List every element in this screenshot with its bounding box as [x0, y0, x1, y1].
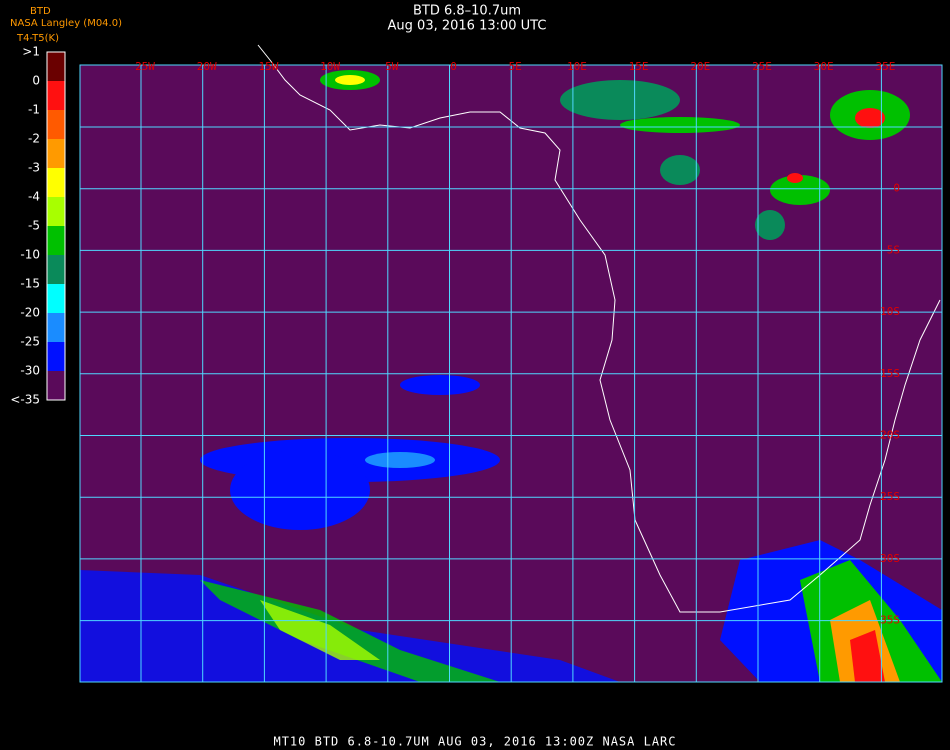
longitude-label: 20W [197, 60, 217, 73]
legend-swatch [47, 168, 65, 197]
title: BTD 6.8–10.7um [413, 4, 521, 19]
legend-label: -30 [20, 364, 40, 378]
longitude-label: 10W [320, 60, 340, 73]
latitude-label: 35S [880, 614, 900, 627]
legend-swatch [47, 197, 65, 226]
legend-label: >1 [22, 45, 40, 59]
legend-swatch [47, 284, 65, 313]
longitude-label: 35E [875, 60, 895, 73]
legend-label: 0 [32, 74, 40, 88]
color-legend: >1 0 -1 -2 -3 -4 -5 -10 -15 -20 -25 -30 <-35 [10, 45, 66, 407]
longitude-label: 15W [258, 60, 278, 73]
legend-label: -10 [20, 248, 40, 262]
legend-label: -1 [28, 103, 40, 117]
latitude-label: 0 [893, 182, 900, 195]
legend-label: -20 [20, 306, 40, 320]
legend-swatch [47, 226, 65, 255]
legend-swatch [47, 371, 65, 400]
subtitle: Aug 03, 2016 13:00 UTC [388, 19, 547, 34]
longitude-label: 25W [135, 60, 155, 73]
latitude-label: 15S [880, 367, 900, 380]
footer: MT10 BTD 6.8-10.7UM AUG 03, 2016 13:00Z … [273, 735, 676, 749]
longitude-label: 10E [567, 60, 587, 73]
legend-label: -5 [28, 219, 40, 233]
lat-lon-grid: 25W 20W 15W 10W 5W 0 5E 10E 15E 20E 25E 30E 35E 0 5S 10… [79, 60, 943, 683]
latitude-label: 10S [880, 305, 900, 318]
legend-swatch [47, 139, 65, 168]
latitude-label: 20S [880, 429, 900, 442]
longitude-label: 5E [509, 60, 522, 73]
legend-frame [46, 51, 66, 401]
legend-label: -3 [28, 161, 40, 175]
latitude-label: 5S [887, 243, 900, 256]
legend-label: -15 [20, 277, 40, 291]
legend-swatch [47, 110, 65, 139]
legend-swatch [47, 81, 65, 110]
legend-swatch [47, 255, 65, 284]
legend-label: -2 [28, 132, 40, 146]
longitude-label: 20E [690, 60, 710, 73]
legend-swatch [47, 52, 65, 81]
legend-label: -4 [28, 190, 40, 204]
longitude-label: 25E [752, 60, 772, 73]
legend-swatch [47, 313, 65, 342]
longitude-label: 15E [629, 60, 649, 73]
longitude-label: 5W [385, 60, 399, 73]
longitude-label: 0 [450, 60, 457, 73]
latitude-label: 25S [880, 490, 900, 503]
longitude-label: 30E [814, 60, 834, 73]
product: BTD [30, 6, 51, 17]
legend-label: <-35 [10, 393, 40, 407]
legend-swatch [47, 342, 65, 371]
legend-label: -25 [20, 335, 40, 349]
latitude-label: 30S [880, 552, 900, 565]
units: T4-T5(K) [16, 33, 59, 44]
source: NASA Langley (M04.0) [10, 18, 122, 29]
